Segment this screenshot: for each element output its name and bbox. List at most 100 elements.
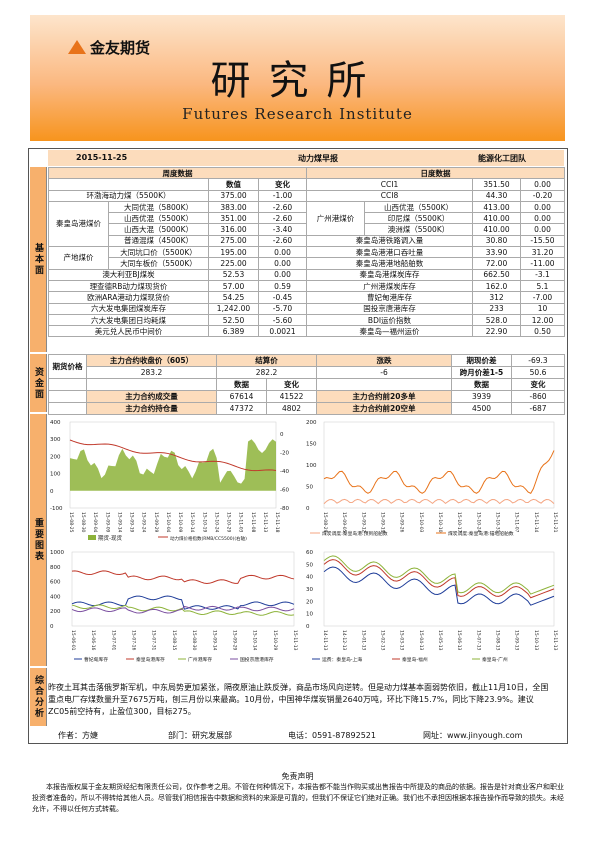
- row-change-r: -3.1: [520, 268, 565, 281]
- spread-label: 跨月价差1-5: [451, 366, 512, 379]
- line-price-index: [69, 439, 277, 472]
- row-value-r: 312: [472, 291, 521, 304]
- chart-ship-counts: 200 150 100 50 0 15-08-29 15-09-05 15-09-12 15-0…: [306, 416, 558, 543]
- row-value: 383.00: [208, 200, 259, 214]
- y-tick-right: -80: [280, 506, 289, 512]
- row-label-r: 曹妃甸港库存: [306, 291, 473, 304]
- group-guangzhou: 广州港煤价: [306, 200, 365, 236]
- top20-short-change: -687: [511, 402, 565, 415]
- info-bar: 2015-11-25 动力煤早报 能源化工团队: [48, 150, 564, 166]
- row-label-r: 印尼煤（5500K）: [364, 212, 473, 225]
- legend-swatch-area: [88, 535, 96, 540]
- report-frame: [28, 148, 568, 744]
- x-tick: 15-09-05: [341, 512, 347, 533]
- y-tick: 600: [50, 580, 61, 586]
- change-col-a: 变化: [266, 378, 317, 391]
- plot-area: [71, 551, 295, 627]
- legend-label: 秦皇岛港库存: [136, 656, 165, 663]
- x-tick: 15-11-21: [552, 512, 558, 533]
- x-tick: 15-09-26: [399, 512, 405, 533]
- line-inventory-1: [71, 570, 295, 584]
- cci1-label: CCI1: [306, 178, 473, 191]
- row-change-r: -7.00: [520, 291, 565, 304]
- row-label-r: 广州港煤炭库存: [306, 279, 473, 293]
- row-label: 大同优混（5800K）: [108, 200, 209, 214]
- row-label-r: 秦皇岛—福州运价: [306, 325, 473, 338]
- report-header: 金友期货 研究所 Futures Research Institute: [30, 15, 565, 141]
- col-change-label: 变化: [258, 178, 307, 191]
- y-tick: 400: [50, 594, 61, 600]
- row-value-r: 413.00: [472, 200, 521, 214]
- y-tick: 1000: [50, 550, 64, 556]
- row-value: 6.389: [208, 325, 259, 338]
- row-value: 1,242.00: [208, 302, 259, 315]
- row-change: 0.00: [258, 268, 307, 281]
- row-label-r: 秦皇岛港铁路调入量: [306, 234, 473, 248]
- top20-short-label: 主力合约前20空单: [316, 402, 452, 415]
- analysis-text: 昨夜土耳其击落俄罗斯军机，中东局势更加紧张，隔夜原油止跌反弹，商品市场风向逆转。…: [48, 683, 549, 716]
- y-tick: 60: [306, 550, 313, 556]
- legend-label: 国投京唐港库存: [240, 656, 274, 663]
- y-tick-right: -40: [280, 469, 289, 475]
- x-tick: 15-04-13: [418, 630, 424, 651]
- row-value-r: 30.80: [472, 234, 521, 248]
- row-change: -1.00: [258, 189, 307, 202]
- y-tick-left: 100: [50, 472, 61, 478]
- x-tick: 15-10-29: [226, 512, 232, 533]
- x-tick: 15-10-24: [475, 512, 481, 533]
- row-value-r: 162.0: [472, 279, 521, 293]
- label-charts: 重要图表: [30, 414, 47, 666]
- legend-label: 秦皇岛-福州: [402, 656, 428, 663]
- page-title: 研究所: [210, 58, 385, 104]
- y-tick: 100: [306, 463, 317, 469]
- y-tick-right: -20: [280, 451, 289, 457]
- x-tick: 15-10-17: [456, 512, 462, 533]
- futures-price-label: 期货价格: [48, 354, 87, 379]
- legend-label: 秦皇岛-广州: [482, 656, 508, 663]
- x-tick: 15-09-14: [116, 512, 122, 533]
- row-label-r: 秦皇岛港港地船舶数: [306, 257, 473, 270]
- row-label: 大同坑口价（5500K）: [108, 246, 209, 259]
- line-freight-2: [323, 555, 555, 595]
- oi-label: 主力合约持仓量: [86, 402, 217, 415]
- legend-label: 煤炭调度:秦皇岛港:锚地船舶数: [448, 530, 514, 537]
- vol-value: 67614: [216, 390, 267, 403]
- x-tick: 15-11-18: [274, 512, 280, 533]
- settle-label: 结算价: [216, 354, 317, 367]
- x-tick: 15-06-16: [90, 630, 96, 651]
- line-anchored-ships: [323, 450, 555, 494]
- row-change-r: 0.00: [520, 212, 565, 225]
- row-label: 山西大混（5000K）: [108, 223, 209, 236]
- data-col-b: 数据: [451, 378, 512, 391]
- x-tick: 15-10-14: [189, 512, 195, 533]
- legend-label: 动力煤价格指数(RMB/CC5500)(右轴): [170, 535, 247, 542]
- line-arriving-ships: [323, 498, 555, 505]
- x-tick: 15-08-29: [322, 512, 328, 533]
- x-tick: 15-09-09: [104, 512, 110, 533]
- disclaimer-title: 免责声明: [281, 772, 314, 781]
- footer-author: 作者：方婕: [58, 731, 98, 740]
- row-value: 275.00: [208, 234, 259, 248]
- y-tick: 50: [306, 562, 313, 568]
- x-tick: 15-09-29: [153, 512, 159, 533]
- row-label: 普通混煤（4500K）: [108, 234, 209, 248]
- x-tick: 15-09-19: [129, 512, 135, 533]
- footer-site[interactable]: 网址：www.jinyough.com: [423, 731, 523, 740]
- legend-label: 运费：秦皇岛-上海: [322, 656, 362, 663]
- row-change-r: 0.50: [520, 325, 565, 338]
- x-tick: 15-09-14: [211, 630, 217, 651]
- y-tick: 200: [306, 420, 317, 426]
- row-change: -2.60: [258, 212, 307, 225]
- row-label: 澳大利亚BJ煤炭: [48, 268, 209, 281]
- row-change: -5.70: [258, 302, 307, 315]
- x-tick: 15-09-24: [141, 512, 147, 533]
- footer-phone: 电话：0591-87892521: [288, 731, 376, 740]
- y-tick-left: 0: [50, 489, 54, 495]
- x-tick: 15-05-13: [437, 630, 443, 651]
- x-tick: 15-10-19: [201, 512, 207, 533]
- chg-label: 涨跌: [316, 354, 452, 367]
- daily-header: 日度数据: [306, 166, 565, 180]
- y-tick-left: -100: [50, 506, 63, 512]
- row-label-r: 山西优混（5500K）: [364, 200, 473, 214]
- x-tick: 14-12-13: [341, 630, 347, 651]
